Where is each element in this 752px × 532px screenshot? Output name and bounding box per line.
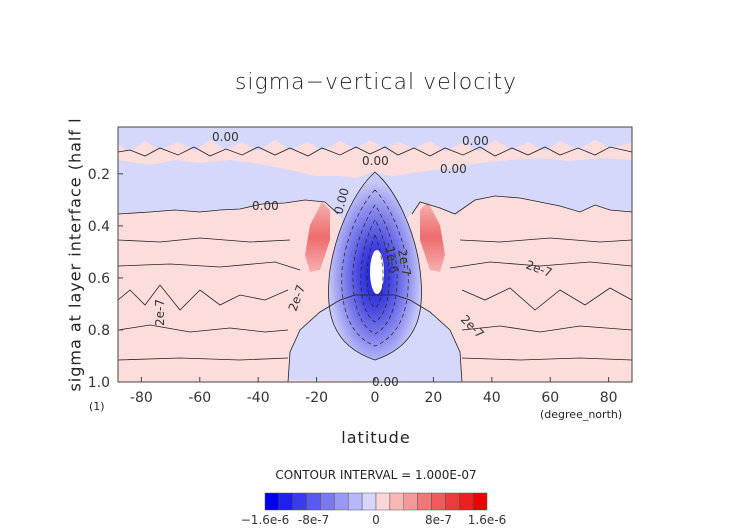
x-axis-label: latitude	[341, 428, 411, 447]
upper-negative-band	[118, 127, 632, 152]
x-tick-label: 60	[541, 390, 559, 406]
chart-title: sigma−vertical velocity	[234, 70, 518, 95]
contour-label: 0.00	[252, 199, 279, 213]
left-positive-lobe	[305, 202, 330, 272]
y-tick-label: 0.6	[88, 271, 110, 287]
colorbar-label: 0	[372, 513, 380, 527]
contour-label: 2e-7	[395, 248, 413, 277]
negative-contours	[341, 189, 409, 347]
x-tick-label: -20	[305, 390, 328, 406]
colorbar-swatch	[375, 492, 391, 511]
contour-label: 0.00	[212, 130, 239, 144]
contour-lines	[118, 146, 632, 382]
contour-label: 0.00	[440, 162, 467, 176]
colorbar-swatch	[389, 492, 404, 511]
y-tick-label: 0.8	[88, 323, 110, 339]
x-tick-label: 20	[424, 390, 442, 406]
contour-label: 2e-7	[153, 299, 167, 326]
y-tick-label: 1.0	[88, 375, 110, 391]
contour-label: 0.00	[331, 186, 351, 215]
contour-label: 0.00	[372, 375, 399, 389]
contour-label: 0.00	[362, 154, 389, 168]
contour-label: 0.00	[462, 134, 489, 148]
y-axis-label: sigma at layer interface (half l	[65, 117, 85, 392]
colorbar-swatch	[472, 492, 488, 511]
colorbar-swatch	[459, 492, 474, 511]
colorbar-swatch	[306, 492, 321, 511]
plot-area	[118, 127, 632, 382]
colorbar: −1.6e-6 -8e-7 0 8e-7 1.6e-6	[241, 492, 506, 527]
colorbar-swatch	[264, 492, 280, 511]
colorbar-swatch	[417, 492, 432, 511]
right-positive-lobe	[420, 202, 445, 272]
x-tick-label: -40	[247, 390, 270, 406]
x-axis: -80 -60 -40 -20 0 20 40 60 80	[130, 377, 618, 406]
y-axis-unit: (1)	[89, 400, 105, 413]
colorbar-swatch	[361, 492, 377, 511]
colorbar-label: 8e-7	[425, 513, 452, 527]
colorbar-swatch	[403, 492, 418, 511]
x-tick-label: 0	[371, 390, 380, 406]
contour-label: -1e-6	[382, 241, 401, 274]
colorbar-swatch	[334, 492, 349, 511]
colorbar-swatch	[348, 492, 363, 511]
colorbar-label: -8e-7	[298, 513, 329, 527]
colorbar-swatch	[320, 492, 335, 511]
x-tick-label: -80	[130, 390, 153, 406]
y-tick-label: 0.2	[88, 167, 110, 183]
colorbar-label: 1.6e-6	[468, 513, 506, 527]
colorbar-swatch	[431, 492, 446, 511]
max-core	[370, 250, 384, 294]
y-axis: 0.2 0.4 0.6 0.8 1.0	[88, 167, 123, 391]
x-tick-label: 40	[483, 390, 501, 406]
colorbar-label: −1.6e-6	[241, 513, 290, 527]
colorbar-swatch	[278, 492, 293, 511]
x-axis-unit: (degree_north)	[540, 408, 623, 421]
colorbar-swatch	[445, 492, 460, 511]
x-tick-label: 80	[600, 390, 618, 406]
colorbar-swatch	[292, 492, 307, 511]
x-tick-label: -60	[188, 390, 211, 406]
y-tick-label: 0.4	[88, 219, 110, 235]
contour-interval: CONTOUR INTERVAL = 1.000E-07	[275, 468, 477, 482]
